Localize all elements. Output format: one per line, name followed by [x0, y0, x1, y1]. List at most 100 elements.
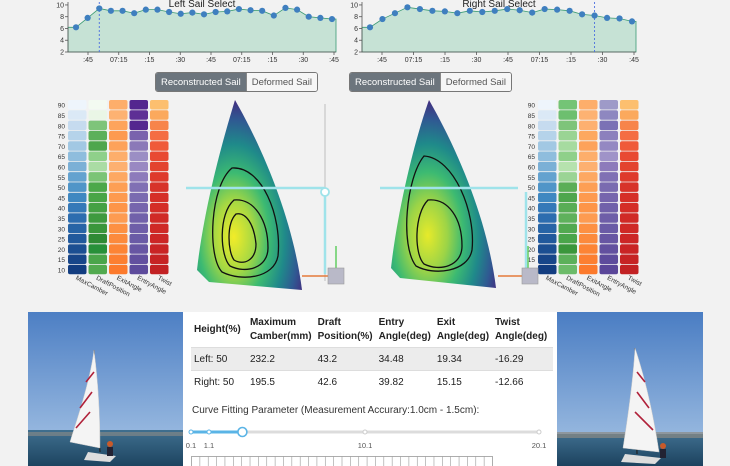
left-sail-chart[interactable]: Left Sail Select 2 4 6 8 10:45 07:15:15:30:45 0…	[54, 0, 344, 70]
right-heatmap-cell[interactable]	[538, 264, 557, 275]
left-heatmap-cell[interactable]	[109, 192, 128, 203]
right-heatmap-cell[interactable]	[599, 120, 619, 131]
right-heatmap-cell[interactable]	[599, 244, 619, 254]
left-heatmap-cell[interactable]	[109, 172, 128, 182]
left-heatmap-cell[interactable]	[88, 203, 108, 213]
left-heatmap-cell[interactable]	[109, 254, 128, 265]
right-heatmap-cell[interactable]	[558, 130, 578, 141]
right-heatmap-cell[interactable]	[620, 130, 639, 141]
left-data-point[interactable]	[224, 8, 231, 15]
right-heatmap-cell[interactable]	[558, 213, 578, 223]
right-data-point[interactable]	[529, 9, 536, 16]
right-heatmap-cell[interactable]	[599, 223, 619, 234]
right-heatmap-cell[interactable]	[558, 254, 578, 265]
left-heatmap-cell[interactable]	[68, 172, 87, 182]
slider-handle[interactable]	[237, 426, 248, 438]
left-heatmap-cell[interactable]	[109, 130, 128, 141]
right-data-point[interactable]	[628, 18, 636, 25]
right-heatmap-cell[interactable]	[579, 172, 598, 182]
left-heatmap-cell[interactable]	[88, 213, 108, 223]
right-reconstructed-sail-button[interactable]: Reconstructed Sail	[350, 73, 440, 91]
left-heatmap-cell[interactable]	[68, 213, 87, 223]
left-heatmap-cell[interactable]	[129, 100, 149, 110]
left-heatmap-cell[interactable]	[88, 120, 108, 131]
right-heatmap-cell[interactable]	[599, 192, 619, 203]
left-heatmap-cell[interactable]	[150, 182, 169, 192]
left-heatmap-cell[interactable]	[88, 223, 108, 234]
right-heatmap-cell[interactable]	[620, 213, 639, 223]
right-heatmap-cell[interactable]	[620, 244, 639, 254]
right-heatmap-cell[interactable]	[558, 223, 578, 234]
right-heatmap-cell[interactable]	[538, 120, 557, 131]
left-heatmap-cell[interactable]	[150, 203, 169, 213]
left-heatmap-cell[interactable]	[88, 244, 108, 254]
right-heatmap-cell[interactable]	[599, 100, 619, 110]
left-heatmap-cell[interactable]	[68, 151, 87, 162]
left-heatmap-cell[interactable]	[150, 264, 169, 275]
right-heatmap-cell[interactable]	[620, 233, 639, 244]
right-heatmap-cell[interactable]	[620, 264, 639, 275]
right-heatmap-cell[interactable]	[538, 192, 557, 203]
left-heatmap-cell[interactable]	[88, 110, 108, 120]
right-data-point[interactable]	[366, 24, 374, 31]
left-data-point[interactable]	[317, 14, 324, 21]
left-deformed-sail-button[interactable]: Deformed Sail	[245, 73, 317, 91]
left-heatmap-cell[interactable]	[150, 161, 169, 172]
right-heatmap-cell[interactable]	[579, 120, 598, 131]
left-sail-view[interactable]	[182, 96, 347, 296]
right-heatmap-cell[interactable]	[620, 203, 639, 213]
right-heatmap-cell[interactable]	[599, 141, 619, 151]
right-heatmap-cell[interactable]	[620, 161, 639, 172]
left-heatmap-cell[interactable]	[150, 141, 169, 151]
right-heatmap-cell[interactable]	[599, 151, 619, 162]
left-heatmap-cell[interactable]	[88, 172, 108, 182]
left-heatmap-cell[interactable]	[109, 223, 128, 234]
right-heatmap-cell[interactable]	[538, 203, 557, 213]
left-heatmap-cell[interactable]	[129, 244, 149, 254]
right-heatmap-cell[interactable]	[558, 264, 578, 275]
left-heatmap-cell[interactable]	[109, 244, 128, 254]
right-heatmap-cell[interactable]	[599, 110, 619, 120]
left-heatmap-cell[interactable]	[68, 141, 87, 151]
left-heatmap-cell[interactable]	[129, 120, 149, 131]
left-data-point[interactable]	[119, 7, 126, 14]
right-heatmap-cell[interactable]	[538, 130, 557, 141]
right-heatmap-cell[interactable]	[599, 182, 619, 192]
right-data-point[interactable]	[566, 7, 573, 14]
left-data-point[interactable]	[72, 24, 80, 31]
right-data-point[interactable]	[404, 4, 411, 11]
left-heatmap-cell[interactable]	[129, 161, 149, 172]
right-sail-view[interactable]	[376, 96, 541, 296]
right-heatmap-cell[interactable]	[620, 141, 639, 151]
right-heatmap-cell[interactable]	[538, 110, 557, 120]
right-heatmap-cell[interactable]	[599, 254, 619, 265]
right-heatmap-cell[interactable]	[599, 172, 619, 182]
left-data-point[interactable]	[282, 4, 289, 11]
left-heatmap-cell[interactable]	[129, 203, 149, 213]
right-heatmap-cell[interactable]	[558, 244, 578, 254]
left-heatmap-cell[interactable]	[88, 161, 108, 172]
right-heatmap-cell[interactable]	[558, 100, 578, 110]
left-heatmap-cell[interactable]	[109, 141, 128, 151]
left-heatmap-cell[interactable]	[68, 233, 87, 244]
right-heatmap-cell[interactable]	[558, 141, 578, 151]
right-heatmap-cell[interactable]	[558, 203, 578, 213]
left-heatmap-cell[interactable]	[150, 172, 169, 182]
left-data-point[interactable]	[259, 7, 266, 14]
right-deformed-sail-button[interactable]: Deformed Sail	[439, 73, 511, 91]
right-heatmap-cell[interactable]	[558, 110, 578, 120]
right-data-point[interactable]	[504, 5, 511, 13]
left-heatmap-cell[interactable]	[150, 130, 169, 141]
left-data-point[interactable]	[154, 6, 161, 13]
right-data-point[interactable]	[391, 10, 399, 17]
right-data-point[interactable]	[429, 7, 436, 14]
left-heatmap-cell[interactable]	[129, 254, 149, 265]
right-heatmap-cell[interactable]	[538, 161, 557, 172]
left-heatmap-cell[interactable]	[109, 110, 128, 120]
right-heatmap-cell[interactable]	[599, 161, 619, 172]
table-row[interactable]: Left: 50 232.2 43.2 34.48 19.34 -16.29	[191, 347, 553, 371]
right-heatmap-cell[interactable]	[579, 100, 598, 110]
left-data-point[interactable]	[131, 10, 138, 17]
left-heatmap-cell[interactable]	[150, 223, 169, 234]
right-heatmap-cell[interactable]	[579, 203, 598, 213]
